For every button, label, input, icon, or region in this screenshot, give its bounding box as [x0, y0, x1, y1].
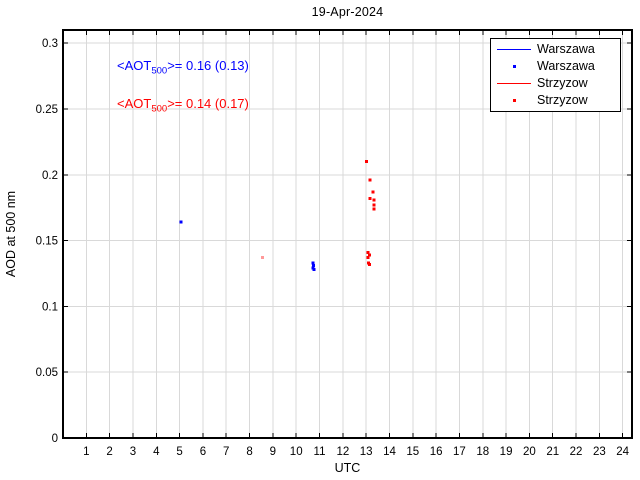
data-point-warszawa — [311, 261, 315, 265]
x-tick-label: 7 — [223, 446, 229, 458]
axes-border — [62, 29, 633, 439]
annotation-prefix: <AOT — [117, 96, 152, 111]
x-tick-label: 22 — [570, 446, 583, 458]
legend-label: Strzyzow — [537, 93, 588, 107]
x-tick-label: 6 — [200, 446, 206, 458]
annotation-suffix: >= 0.14 (0.17) — [167, 96, 249, 111]
annotation-subscript: 500 — [151, 65, 168, 77]
x-tick-label: 16 — [430, 446, 443, 458]
data-point-warszawa — [312, 268, 316, 272]
y-tick-label: 0.25 — [36, 104, 58, 116]
x-tick-label: 3 — [130, 446, 136, 458]
x-tick-label: 23 — [593, 446, 606, 458]
x-tick-label: 20 — [523, 446, 536, 458]
x-tick-label: 5 — [176, 446, 182, 458]
x-tick-label: 18 — [476, 446, 489, 458]
data-point-strzyzow — [367, 253, 371, 257]
x-tick-label: 1 — [83, 446, 89, 458]
x-tick-labels: 1 2 3 4 5 6 7 8 9 10 11 12 13 14 15 16 17 18 19 20 21 22 23 24 — [83, 446, 630, 458]
data-points — [179, 160, 376, 272]
x-tick-label: 15 — [406, 446, 419, 458]
chart-title: 19-Apr-2024 — [311, 5, 384, 19]
x-tick-label: 4 — [153, 446, 160, 458]
x-tick-label: 11 — [314, 446, 326, 458]
x-tick-label: 17 — [453, 446, 466, 458]
x-axis-label: UTC — [334, 461, 361, 475]
data-point-strzyzow — [372, 203, 376, 207]
legend-dot-sample-icon — [491, 65, 537, 68]
legend-label: Warszawa — [537, 42, 595, 56]
data-point-strzyzow — [368, 196, 372, 200]
data-point-strzyzow — [365, 160, 369, 164]
y-tick-labels: 0 0.05 0.1 0.15 0.2 0.25 0.3 — [36, 38, 58, 445]
legend-entry-strzyzow-line: Strzyzow — [491, 76, 620, 92]
x-tick-label: 9 — [270, 446, 276, 458]
legend-box: Warszawa Warszawa Strzyzow Strzyzow — [490, 38, 621, 112]
y-tick-label: 0.3 — [42, 38, 58, 50]
mean-aot-annotation-strzyzow: <AOT500>= 0.14 (0.17) — [117, 96, 249, 115]
data-point-strzyzow — [372, 207, 376, 211]
data-point-strzyzow — [366, 256, 370, 260]
data-point-warszawa — [311, 264, 315, 268]
legend-line-sample-icon — [491, 49, 537, 50]
legend-entry-warszawa-line: Warszawa — [491, 42, 620, 58]
data-point-warszawa — [179, 220, 183, 224]
legend-line-sample-icon — [491, 83, 537, 84]
data-point-faint-strzyzow — [260, 256, 264, 260]
y-tick-label: 0 — [52, 433, 58, 445]
data-point-strzyzow — [371, 190, 375, 194]
plot-border — [62, 29, 633, 439]
legend-label: Warszawa — [537, 59, 595, 73]
x-tick-label: 13 — [360, 446, 373, 458]
y-tick-label: 0.05 — [36, 367, 58, 379]
annotation-suffix: >= 0.16 (0.13) — [167, 58, 249, 73]
legend-entry-warszawa-dot: Warszawa — [491, 59, 620, 75]
data-point-strzyzow — [366, 250, 370, 254]
x-tick-label: 8 — [246, 446, 252, 458]
x-tick-label: 24 — [616, 446, 629, 458]
y-tick-label: 0.15 — [36, 236, 58, 248]
x-tick-label: 14 — [383, 446, 396, 458]
x-tick-label: 21 — [546, 446, 559, 458]
legend-dot-sample-icon — [491, 99, 537, 102]
legend-label: Strzyzow — [537, 76, 588, 90]
x-tick-label: 10 — [290, 446, 303, 458]
mean-aot-annotation-warszawa: <AOT500>= 0.16 (0.13) — [117, 58, 249, 77]
x-tick-label: 12 — [336, 446, 349, 458]
y-tick-label: 0.1 — [42, 301, 58, 313]
tick-marks — [63, 30, 632, 439]
annotation-subscript: 500 — [151, 103, 168, 115]
y-tick-label: 0.2 — [42, 170, 58, 182]
data-point-strzyzow — [368, 178, 372, 182]
legend-entry-strzyzow-dot: Strzyzow — [491, 93, 620, 109]
x-tick-label: 19 — [500, 446, 513, 458]
x-tick-label: 2 — [106, 446, 112, 458]
data-point-strzyzow — [372, 198, 376, 202]
data-point-strzyzow — [367, 262, 371, 266]
annotation-prefix: <AOT — [117, 58, 152, 73]
